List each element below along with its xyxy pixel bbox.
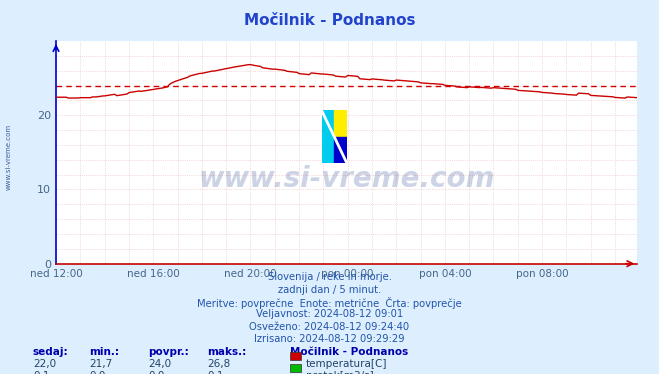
Text: 22,0: 22,0 — [33, 359, 56, 369]
Text: zadnji dan / 5 minut.: zadnji dan / 5 minut. — [278, 285, 381, 295]
Bar — [322, 110, 334, 163]
Text: 24,0: 24,0 — [148, 359, 171, 369]
Text: Osveženo: 2024-08-12 09:24:40: Osveženo: 2024-08-12 09:24:40 — [250, 322, 409, 332]
Text: 0,0: 0,0 — [148, 371, 165, 374]
Bar — [334, 110, 347, 137]
Text: 26,8: 26,8 — [208, 359, 231, 369]
Text: www.si-vreme.com: www.si-vreme.com — [5, 124, 11, 190]
Text: 21,7: 21,7 — [89, 359, 112, 369]
Text: temperatura[C]: temperatura[C] — [306, 359, 387, 369]
Text: Veljavnost: 2024-08-12 09:01: Veljavnost: 2024-08-12 09:01 — [256, 309, 403, 319]
Text: maks.:: maks.: — [208, 347, 247, 357]
Text: min.:: min.: — [89, 347, 119, 357]
Text: 0,1: 0,1 — [33, 371, 49, 374]
Bar — [334, 137, 347, 163]
Text: 0,1: 0,1 — [208, 371, 224, 374]
Text: 0,0: 0,0 — [89, 371, 105, 374]
Text: sedaj:: sedaj: — [33, 347, 69, 357]
Text: Meritve: povprečne  Enote: metrične  Črta: povprečje: Meritve: povprečne Enote: metrične Črta:… — [197, 297, 462, 309]
Text: povpr.:: povpr.: — [148, 347, 189, 357]
Text: Močilnik - Podnanos: Močilnik - Podnanos — [290, 347, 408, 357]
Text: pretok[m3/s]: pretok[m3/s] — [306, 371, 374, 374]
Text: Močilnik - Podnanos: Močilnik - Podnanos — [244, 13, 415, 28]
Text: Izrisano: 2024-08-12 09:29:29: Izrisano: 2024-08-12 09:29:29 — [254, 334, 405, 344]
Text: Slovenija / reke in morje.: Slovenija / reke in morje. — [268, 272, 391, 282]
Text: www.si-vreme.com: www.si-vreme.com — [198, 165, 495, 193]
